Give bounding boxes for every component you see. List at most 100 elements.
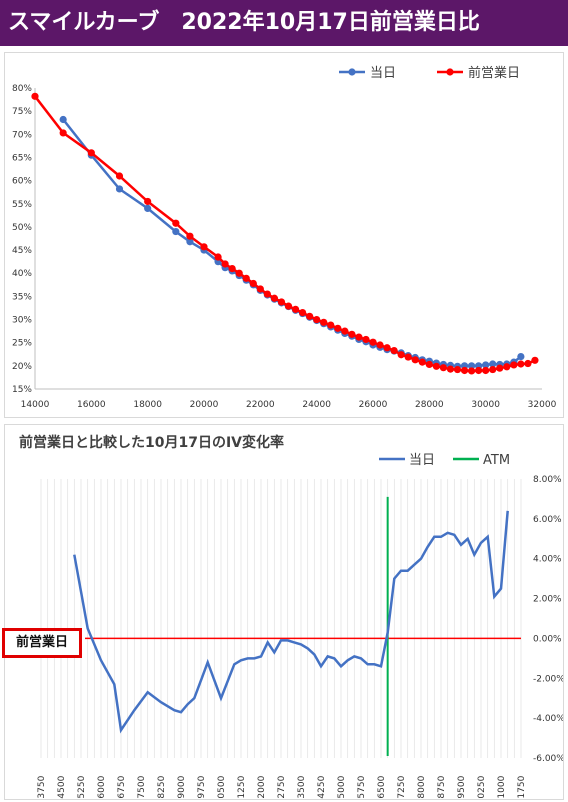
- data-point: [172, 219, 180, 227]
- data-point: [320, 318, 328, 326]
- x-tick-label: 26000: [359, 400, 388, 410]
- data-point: [432, 362, 440, 370]
- data-point: [496, 364, 504, 372]
- data-point: [270, 294, 279, 302]
- data-point: [482, 366, 490, 375]
- data-point: [355, 333, 363, 341]
- data-point: [397, 351, 405, 359]
- data-point: [277, 298, 286, 306]
- x-tick-label: 24250: [317, 775, 327, 799]
- data-point: [242, 274, 250, 282]
- data-point: [186, 238, 194, 246]
- data-point: [144, 197, 152, 206]
- y-tick-label: 2.00%: [533, 595, 562, 605]
- x-tick-label: 31000: [497, 775, 507, 799]
- data-point: [235, 269, 243, 277]
- series-line-current: [62, 118, 522, 368]
- series-line-previous: [34, 95, 536, 373]
- data-point: [200, 243, 208, 251]
- x-tick-label: 18250: [157, 775, 167, 799]
- data-point: [59, 115, 67, 124]
- y-tick-label: 50%: [12, 223, 32, 233]
- legend-marker: [446, 68, 454, 76]
- legend-label: 前営業日: [468, 65, 520, 81]
- iv-change-chart: 前営業日と比較した10月17日のIV変化率 8.00% 6.00% 4.00% 2.00…: [19, 434, 563, 799]
- data-point: [249, 279, 257, 288]
- x-tick-label: 16000: [97, 775, 107, 799]
- data-point: [115, 172, 124, 180]
- data-point: [334, 324, 342, 332]
- data-point: [467, 362, 476, 370]
- x-tick-label: 19750: [197, 775, 207, 799]
- data-point: [362, 335, 370, 344]
- data-point: [517, 360, 525, 368]
- x-tick-label: 25000: [337, 775, 347, 799]
- data-point: [510, 361, 518, 369]
- x-tick-label: 21250: [237, 775, 247, 799]
- data-point: [59, 129, 67, 137]
- data-point: [327, 321, 335, 329]
- previous-day-badge: 前営業日: [2, 628, 82, 658]
- data-point: [221, 260, 229, 268]
- data-point: [313, 315, 321, 324]
- x-tick-label: 30250: [477, 775, 487, 799]
- data-point: [376, 341, 384, 349]
- x-tick-label: 22000: [257, 775, 267, 799]
- data-point: [489, 360, 497, 368]
- y-tick-label: 30%: [12, 316, 32, 326]
- x-tick-label: 28000: [417, 775, 427, 799]
- series-line-current: [73, 510, 509, 734]
- x-tick-label: 17500: [137, 775, 147, 799]
- data-point: [390, 346, 398, 355]
- page-title: スマイルカーブ 2022年10月17日前営業日比: [0, 0, 568, 46]
- data-point: [369, 338, 377, 346]
- y-tick-label: 15%: [12, 385, 32, 395]
- x-tick-label: 32000: [528, 400, 557, 410]
- x-tick-label: 27250: [397, 775, 407, 799]
- data-point: [517, 352, 525, 361]
- x-tick-label: 19000: [177, 775, 187, 799]
- x-tick-label: 18000: [133, 400, 162, 410]
- data-point: [460, 366, 469, 375]
- x-tick-label: 14500: [57, 775, 67, 799]
- y-tick-label: 75%: [12, 107, 32, 117]
- data-point: [214, 253, 222, 261]
- iv-change-chart-panel: 前営業日と比較した10月17日のIV変化率 8.00% 6.00% 4.00% 2.00…: [4, 424, 564, 800]
- data-point: [291, 305, 300, 313]
- y-tick-label: 45%: [12, 246, 32, 256]
- y-tick-label: 60%: [12, 177, 32, 187]
- y-tick-label: -2.00%: [533, 674, 563, 684]
- y-tick-label: 8.00%: [533, 475, 562, 485]
- y-tick-label: 25%: [12, 339, 32, 349]
- smile-curve-chart-panel: 15% 20% 25% 30% 35% 40% 45% 50% 55% 60% 65% 70% 75% 8…: [4, 52, 564, 418]
- data-point: [383, 344, 391, 352]
- y-tick-label: 20%: [12, 362, 32, 372]
- data-point: [404, 353, 412, 361]
- x-tick-label: 20500: [217, 775, 227, 799]
- y-tick-label: 70%: [12, 130, 32, 140]
- data-point: [256, 285, 264, 293]
- x-tick-label: 28000: [415, 400, 444, 410]
- y-tick-label: 35%: [12, 292, 32, 302]
- legend-label: 当日: [370, 66, 396, 81]
- data-point: [439, 364, 448, 372]
- data-point: [467, 367, 476, 375]
- data-point: [453, 365, 462, 374]
- data-point: [475, 366, 483, 375]
- x-tick-label: 16000: [77, 400, 106, 410]
- legend-label: ATM: [483, 453, 510, 468]
- data-point: [482, 361, 490, 369]
- data-point: [341, 327, 349, 335]
- data-point: [348, 330, 356, 338]
- data-point: [425, 360, 433, 369]
- x-tick-label: 13750: [37, 775, 47, 799]
- data-point: [115, 185, 124, 193]
- data-point: [172, 227, 180, 236]
- data-point: [503, 363, 511, 371]
- y-tick-label: 0.00%: [533, 634, 562, 644]
- x-tick-label: 28750: [437, 775, 447, 799]
- x-tick-label: 14000: [21, 400, 50, 410]
- data-point: [411, 356, 419, 364]
- data-point: [186, 232, 194, 240]
- y-tick-label: -6.00%: [533, 754, 563, 764]
